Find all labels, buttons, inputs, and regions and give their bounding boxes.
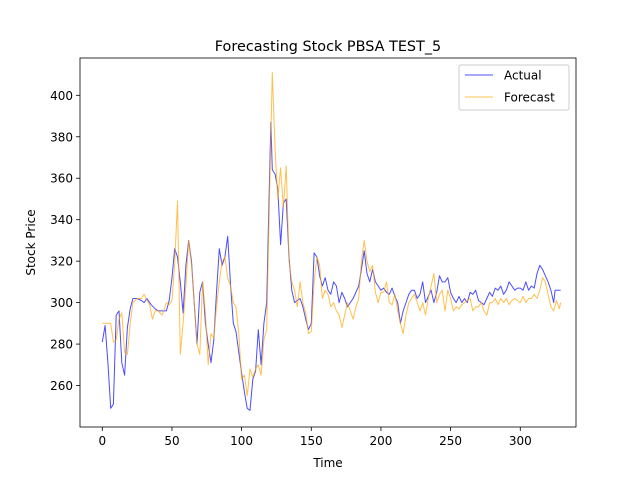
x-tick-label: 100 bbox=[230, 434, 253, 448]
y-axis-ticks: 260 280 300 320 340 360 380 400 bbox=[50, 89, 80, 393]
x-tick-label: 150 bbox=[300, 434, 323, 448]
x-tick-label: 250 bbox=[439, 434, 462, 448]
x-tick-label: 0 bbox=[98, 434, 106, 448]
y-tick-label: 400 bbox=[50, 89, 73, 103]
legend-label-actual: Actual bbox=[504, 69, 542, 83]
series-line-actual bbox=[101, 121, 561, 411]
y-tick-label: 300 bbox=[50, 296, 73, 310]
y-tick-label: 360 bbox=[50, 172, 73, 186]
legend: Actual Forecast bbox=[458, 64, 570, 111]
y-tick-label: 320 bbox=[50, 255, 73, 269]
x-axis-ticks: 0 50 100 150 200 250 300 bbox=[98, 427, 532, 448]
series-layer bbox=[101, 72, 562, 411]
x-tick-label: 300 bbox=[509, 434, 532, 448]
legend-box bbox=[458, 64, 570, 111]
y-axis-label: Stock Price bbox=[24, 209, 38, 275]
y-tick-label: 260 bbox=[50, 379, 73, 393]
chart-title: Forecasting Stock PBSA TEST_5 bbox=[215, 39, 441, 55]
axes-frame bbox=[79, 57, 577, 428]
y-tick-label: 280 bbox=[50, 338, 73, 352]
series-line-forecast bbox=[102, 72, 562, 397]
y-tick-label: 340 bbox=[50, 213, 73, 227]
x-axis-label: Time bbox=[312, 456, 342, 470]
x-tick-label: 50 bbox=[164, 434, 179, 448]
legend-label-forecast: Forecast bbox=[504, 91, 555, 105]
plot-area bbox=[79, 57, 577, 428]
y-tick-label: 380 bbox=[50, 130, 73, 144]
x-tick-label: 200 bbox=[369, 434, 392, 448]
axes-background bbox=[80, 58, 576, 427]
